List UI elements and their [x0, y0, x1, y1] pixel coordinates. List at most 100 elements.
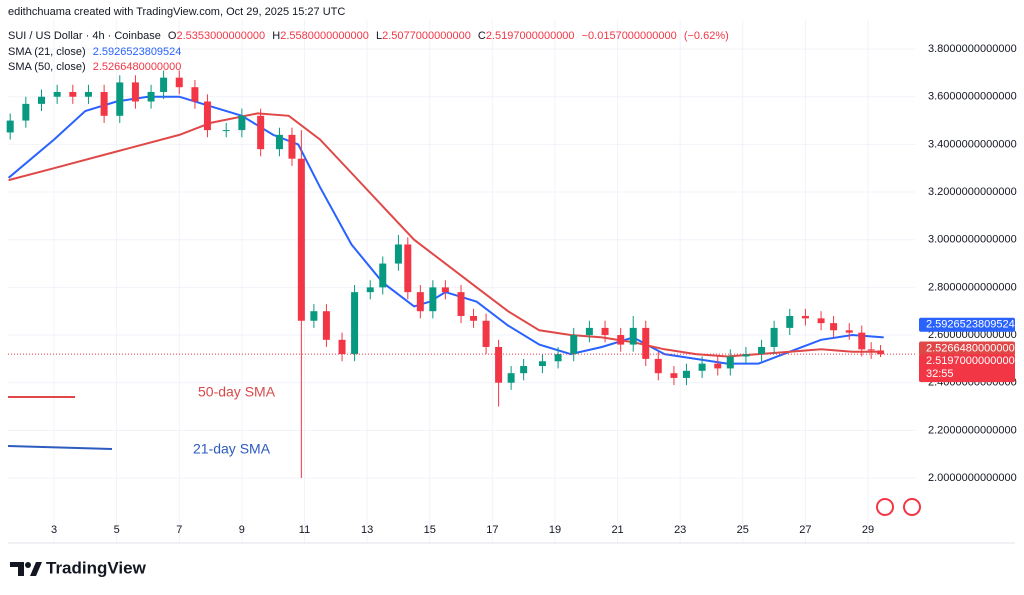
candle-body — [495, 346, 503, 383]
x-tick-label: 3 — [51, 524, 57, 536]
price-tag-label: 2.5266480000000 — [926, 342, 1015, 354]
candle-body — [770, 327, 778, 347]
x-tick-label: 27 — [799, 524, 811, 536]
ohlc-header: SUI / US Dollar · 4h · Coinbase O2.53530… — [8, 30, 733, 42]
candle-body — [845, 330, 853, 333]
y-tick-label: 3.4000000000000 — [928, 138, 1017, 150]
symbol: SUI / US Dollar · 4h · Coinbase — [8, 30, 161, 42]
x-tick-label: 21 — [611, 524, 623, 536]
x-tick-label: 7 — [176, 524, 182, 536]
candle-body — [297, 158, 305, 321]
x-tick-label: 15 — [424, 524, 436, 536]
candle-body — [642, 327, 650, 359]
x-tick-label: 29 — [862, 524, 874, 536]
attribution: edithchuama created with TradingView.com… — [8, 6, 346, 18]
icons — [876, 498, 921, 516]
candle-body — [6, 120, 14, 133]
value: 2.5353000000000 — [176, 30, 266, 42]
legend-name: SMA (50, close) — [8, 61, 86, 73]
candle-body — [310, 311, 318, 321]
candle-body — [275, 134, 283, 150]
candle-body — [116, 82, 124, 116]
candle-body — [84, 91, 92, 97]
candle-body — [416, 292, 424, 312]
price-tag-box — [919, 354, 1015, 383]
candle-body — [654, 358, 662, 374]
ohlc-low: L2.5077000000000 — [376, 30, 471, 42]
label: L — [375, 30, 383, 42]
y-tick-label: 3.2000000000000 — [928, 186, 1017, 198]
y-tick-label: 3.6000000000000 — [928, 91, 1017, 103]
value: 2.5197000000000 — [485, 30, 575, 42]
countdown: 32:55 — [926, 368, 954, 380]
candle-body — [758, 346, 766, 355]
candle-body — [538, 361, 546, 367]
candle-body — [482, 320, 490, 347]
candle-body — [726, 356, 734, 369]
candle-body — [429, 287, 437, 312]
candle-body — [191, 87, 199, 102]
price-tag-box — [919, 341, 1015, 356]
candle-body — [457, 292, 465, 316]
candle-body — [617, 335, 625, 345]
candle-body — [404, 244, 412, 293]
candle-body — [288, 134, 296, 159]
candle-body — [554, 354, 562, 362]
y-tick-label: 3.8000000000000 — [928, 43, 1017, 55]
candle-body — [147, 91, 155, 102]
label: H — [272, 30, 281, 42]
ohlc-high: H2.5580000000000 — [272, 30, 369, 42]
price-tag-label: 2.5197000000000 — [926, 355, 1015, 367]
candle-body — [877, 350, 885, 355]
price-tag-label: 2.5926523809524 — [926, 319, 1015, 331]
legend-value: 2.5266480000000 — [92, 61, 182, 73]
value: 2.5077000000000 — [382, 30, 471, 42]
candle-body — [670, 373, 678, 378]
footer-logo — [10, 562, 42, 576]
candle-body — [53, 91, 61, 97]
candle-body — [786, 315, 794, 328]
candle-body — [100, 91, 108, 116]
sma-legend: SMA (50, close) 2.5266480000000 — [8, 61, 185, 73]
ohlc-open: O2.5353000000000 — [168, 30, 265, 42]
candle-body — [257, 115, 265, 150]
candle-body — [338, 339, 346, 355]
candle-body — [160, 77, 168, 92]
candle-body — [131, 82, 139, 102]
candle-body — [714, 363, 722, 369]
y-tick-label: 2.0000000000000 — [928, 472, 1017, 484]
candle-body — [682, 370, 690, 378]
candle-body — [379, 263, 387, 288]
legend-value: 2.5926523809524 — [92, 46, 182, 58]
x-tick-label: 17 — [486, 524, 498, 536]
y-tick-label: 2.6000000000000 — [928, 329, 1017, 341]
candle-body — [175, 77, 183, 88]
candle-body — [37, 96, 45, 104]
x-tick-label: 9 — [239, 524, 245, 536]
footer-text: TradingView — [46, 558, 147, 577]
annotation: 50-day SMA — [198, 384, 276, 400]
candle-body — [238, 115, 246, 131]
candle-body — [601, 327, 609, 336]
candle-body — [742, 354, 750, 357]
x-tick-label: 5 — [114, 524, 120, 536]
x-tick-label: 11 — [299, 524, 310, 536]
label: C — [477, 30, 486, 42]
label: O — [167, 30, 177, 42]
candle-body — [69, 91, 77, 97]
legend-name: SMA (21, close) — [8, 46, 86, 58]
candle-body — [801, 315, 809, 319]
candle-body — [867, 349, 875, 351]
x-tick-label: 19 — [549, 524, 561, 536]
x-tick-label: 25 — [737, 524, 749, 536]
change: −0.0157000000000 — [581, 30, 677, 42]
candle-body — [22, 103, 30, 121]
candle-body — [698, 363, 706, 371]
y-tick-label: 2.2000000000000 — [928, 424, 1017, 436]
candle-body — [830, 323, 838, 331]
candle-body — [570, 335, 578, 355]
candle-body — [470, 315, 478, 321]
